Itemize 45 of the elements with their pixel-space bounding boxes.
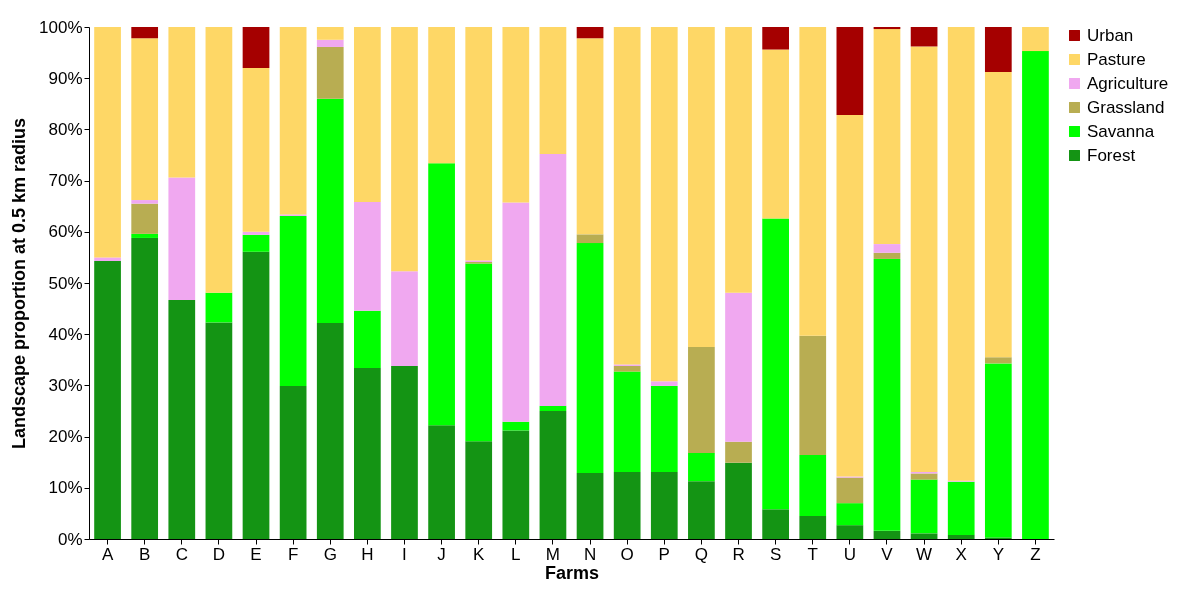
x-tick-label: M [545,544,561,564]
y-tick-label: 30% [48,375,83,395]
x-tick-label: B [139,544,151,564]
x-tick-label: L [511,544,521,564]
x-tick-label: T [807,544,818,564]
x-tick-label: N [583,544,597,564]
x-tick-label: P [658,544,670,564]
x-tick-label: A [101,544,114,564]
x-tick-label: J [437,544,446,564]
x-tick-label: E [250,544,262,564]
x-tick-label: W [916,544,933,564]
x-tick-label: R [732,544,745,564]
y-tick-label: 40% [48,324,83,344]
x-tick-label: H [361,544,374,564]
y-tick-label: 10% [48,478,83,498]
x-tick-label: V [881,544,894,564]
legend-label: Pasture [1087,49,1146,69]
x-tick-label: D [212,544,226,564]
y-tick-label: 20% [48,427,83,447]
x-axis-title: Farms [544,562,600,583]
y-tick-label: 100% [39,17,83,37]
x-tick-label: K [473,544,486,564]
legend-label: Agriculture [1087,73,1169,93]
y-tick-label: 50% [48,273,83,293]
legend-label: Forest [1087,145,1136,165]
legend-label: Urban [1087,25,1134,45]
x-tick-label: Z [1030,544,1041,564]
x-tick-label: I [402,544,407,564]
y-tick-label: 90% [48,68,83,88]
y-tick-label: 80% [48,119,83,139]
x-tick-label: Y [992,544,1004,564]
x-tick-label: Q [694,544,709,564]
x-tick-label: U [843,544,857,564]
y-tick-label: 60% [48,222,83,242]
x-tick-label: X [955,544,967,564]
x-tick-label: G [323,544,337,564]
legend-label: Savanna [1087,121,1155,141]
y-axis-title: Landscape proportion at 0.5 km radius [9,117,30,450]
legend-label: Grassland [1087,97,1165,117]
y-tick-label: 70% [48,171,83,191]
x-tick-label: C [175,544,188,564]
x-tick-label: O [620,544,634,564]
x-tick-label: F [287,544,299,564]
y-tick-label: 0% [57,529,83,549]
x-tick-label: S [769,544,782,564]
